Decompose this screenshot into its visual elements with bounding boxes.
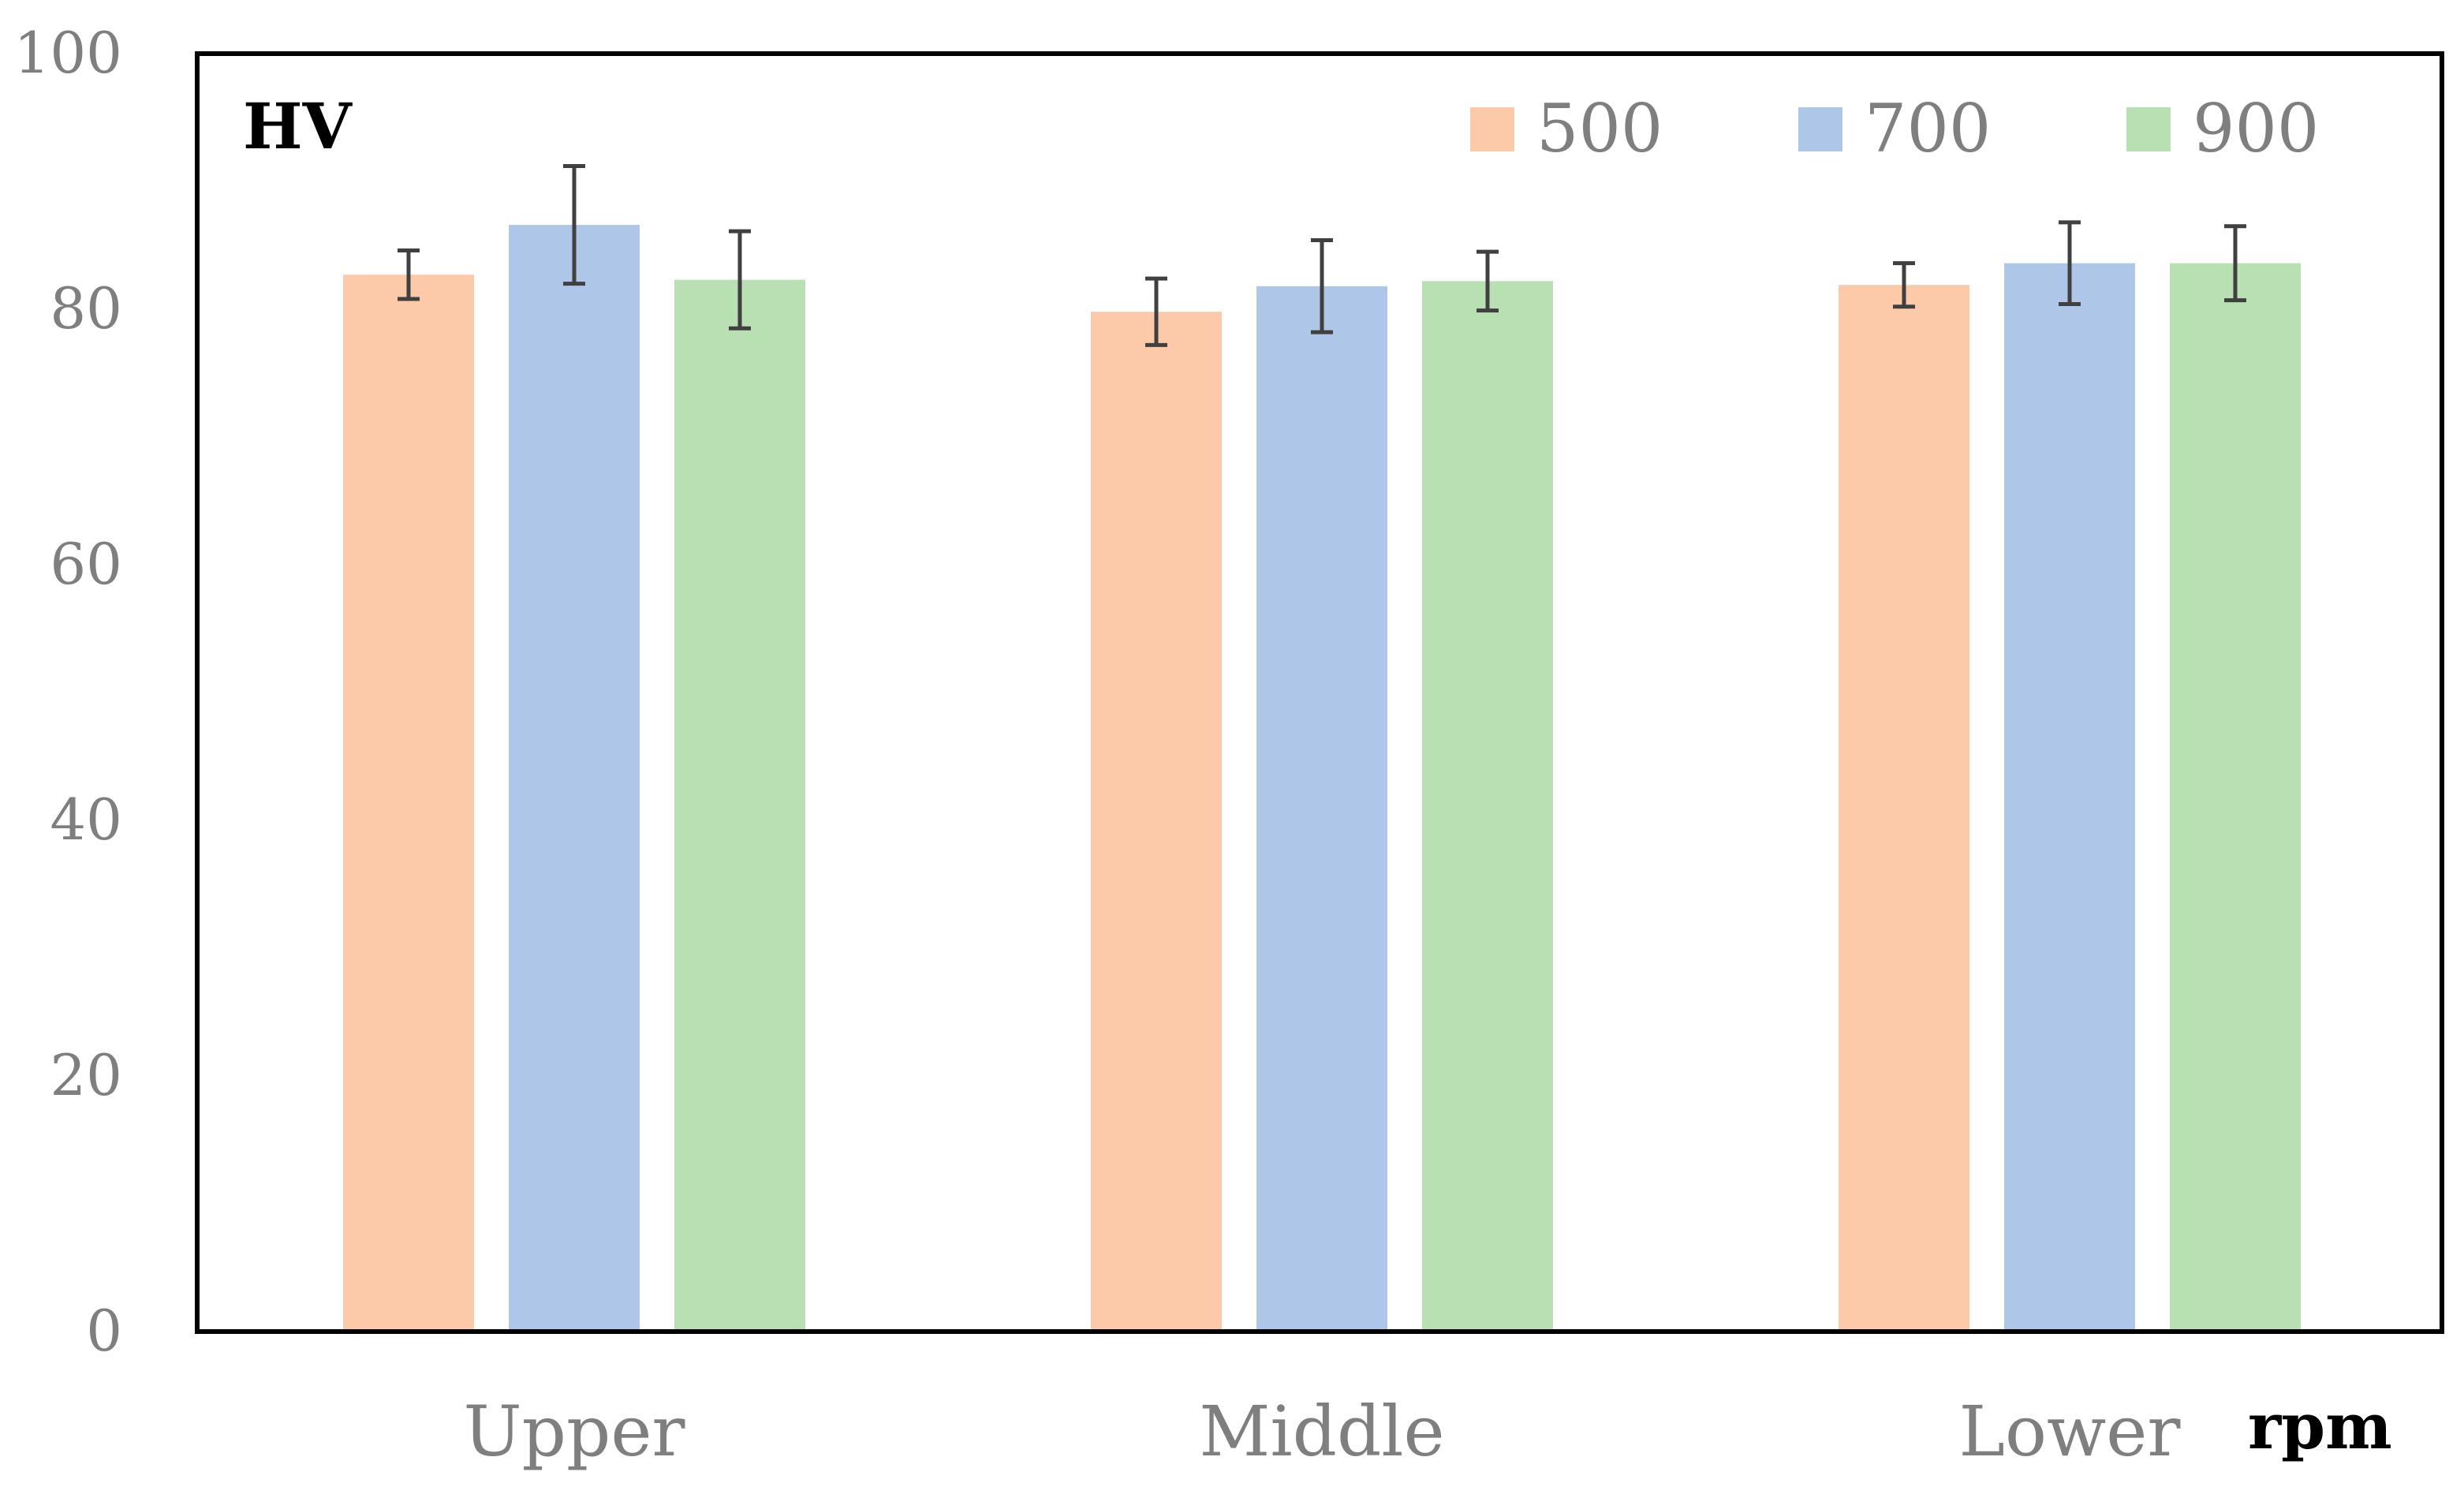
legend-label-900: 900 [2193, 90, 2319, 167]
bar-700-upper [509, 225, 640, 1332]
bar-900-upper [674, 279, 805, 1332]
y-tick-label: 20 [50, 1042, 122, 1108]
error-bars-group [398, 164, 2246, 347]
y-tick-label: 60 [50, 531, 122, 597]
x-tick-label: Upper [464, 1391, 686, 1472]
legend: 500 700 900 [1470, 90, 2319, 167]
y-tick-label: 0 [86, 1298, 122, 1364]
bar-700-lower [2004, 263, 2135, 1332]
bar-500-lower [1839, 285, 1969, 1332]
y-tick-label: 100 [14, 20, 122, 86]
legend-swatch-900 [2126, 107, 2171, 151]
bar-500-upper [343, 275, 474, 1332]
x-axis-categories: Upper Middle Lower [464, 1391, 2182, 1472]
legend-label-500: 500 [1536, 90, 1663, 167]
bar-900-lower [2170, 263, 2301, 1332]
x-axis-label: rpm [2248, 1389, 2392, 1463]
bars-group [197, 225, 2442, 1334]
legend-label-700: 700 [1865, 90, 1991, 167]
legend-swatch-700 [1798, 107, 1842, 151]
x-tick-label: Lower [1959, 1391, 2182, 1472]
y-tick-label: 80 [50, 275, 122, 342]
y-tick-label: 40 [50, 786, 122, 853]
x-tick-label: Middle [1199, 1391, 1444, 1472]
y-axis-ticks: 0 20 40 60 80 100 [14, 20, 122, 1364]
bar-500-middle [1091, 312, 1222, 1332]
y-axis-label: HV [243, 89, 353, 163]
bar-700-middle [1256, 286, 1387, 1332]
legend-swatch-500 [1470, 107, 1514, 151]
bar-900-middle [1422, 281, 1553, 1332]
